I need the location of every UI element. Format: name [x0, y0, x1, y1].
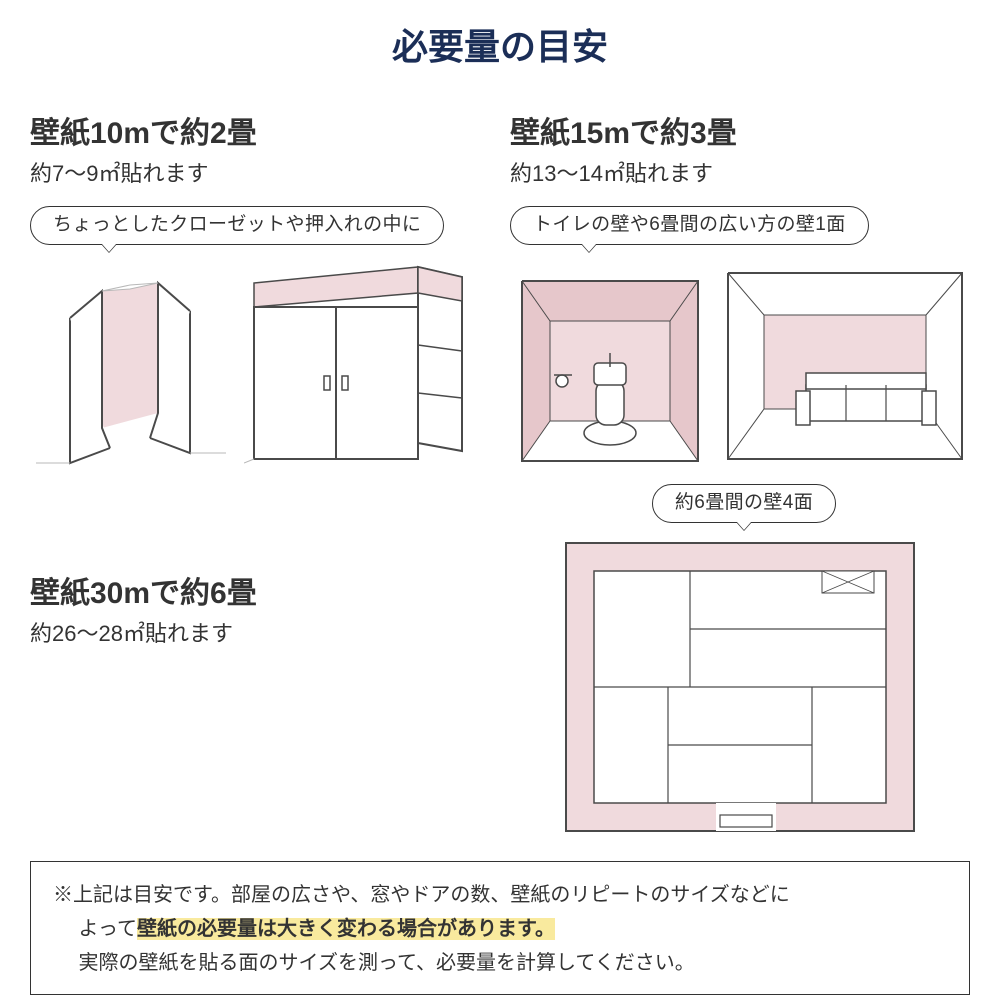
section-10m: 壁紙10mで約2畳 約7～9㎡貼れます ちょっとしたクローゼットや押入れの中に: [30, 108, 490, 468]
bubble-tail-icon: [101, 244, 117, 253]
disclaimer-highlight: 壁紙の必要量は大きく変わる場合があります。: [137, 918, 555, 940]
bubble-tail-icon: [736, 522, 752, 531]
section-10m-illustrations: [30, 263, 490, 468]
section-10m-bubble: ちょっとしたクローゼットや押入れの中に: [30, 206, 444, 245]
floorplan-illustration: [560, 537, 920, 837]
section-15m-sub: 約13～14㎡貼れます: [510, 156, 970, 188]
section-30m-heading: 壁紙30mで約6畳: [30, 568, 490, 612]
closet-illustration: [30, 263, 230, 468]
section-15m-bubble: トイレの壁や6畳間の広い方の壁1面: [510, 206, 869, 245]
disclaimer-line3: 実際の壁紙を貼る面のサイズを測って、必要量を計算してください。: [53, 946, 947, 980]
toilet-room-illustration: [510, 263, 710, 463]
disclaimer-line1: ※上記は目安です。部屋の広さや、窓やドアの数、壁紙のリピートのサイズなどに: [53, 878, 947, 912]
section-15m-bubble-text: トイレの壁や6畳間の広い方の壁1面: [533, 214, 846, 235]
section-10m-sub: 約7～9㎡貼れます: [30, 156, 490, 188]
section-30m-illustration-cell: 約6畳間の壁4面: [510, 484, 970, 837]
sections-grid: 壁紙10mで約2畳 約7～9㎡貼れます ちょっとしたクローゼットや押入れの中に: [30, 108, 970, 853]
section-30m-bubble: 約6畳間の壁4面: [652, 484, 836, 523]
floorplan-wrapper: [510, 537, 970, 837]
section-10m-heading: 壁紙10mで約2畳: [30, 108, 490, 152]
disclaimer-line2-prefix: よって: [53, 918, 137, 940]
section-15m-heading: 壁紙15mで約3畳: [510, 108, 970, 152]
section-10m-bubble-text: ちょっとしたクローゼットや押入れの中に: [53, 214, 421, 235]
section-30m-bubble-text: 約6畳間の壁4面: [675, 492, 813, 513]
oshiire-illustration: [244, 263, 474, 468]
page-title: 必要量の目安: [30, 18, 970, 70]
disclaimer-box: ※上記は目安です。部屋の広さや、窓やドアの数、壁紙のリピートのサイズなどに よっ…: [30, 861, 970, 995]
section-15m-illustrations: [510, 263, 970, 463]
living-room-illustration: [720, 263, 970, 463]
disclaimer-line2: よって壁紙の必要量は大きく変わる場合があります。: [53, 912, 947, 946]
section-30m: 壁紙30mで約6畳 約26～28㎡貼れます: [30, 484, 490, 837]
section-15m: 壁紙15mで約3畳 約13～14㎡貼れます トイレの壁や6畳間の広い方の壁1面: [510, 108, 970, 468]
section-30m-sub: 約26～28㎡貼れます: [30, 616, 490, 648]
bubble-tail-icon: [581, 244, 597, 253]
